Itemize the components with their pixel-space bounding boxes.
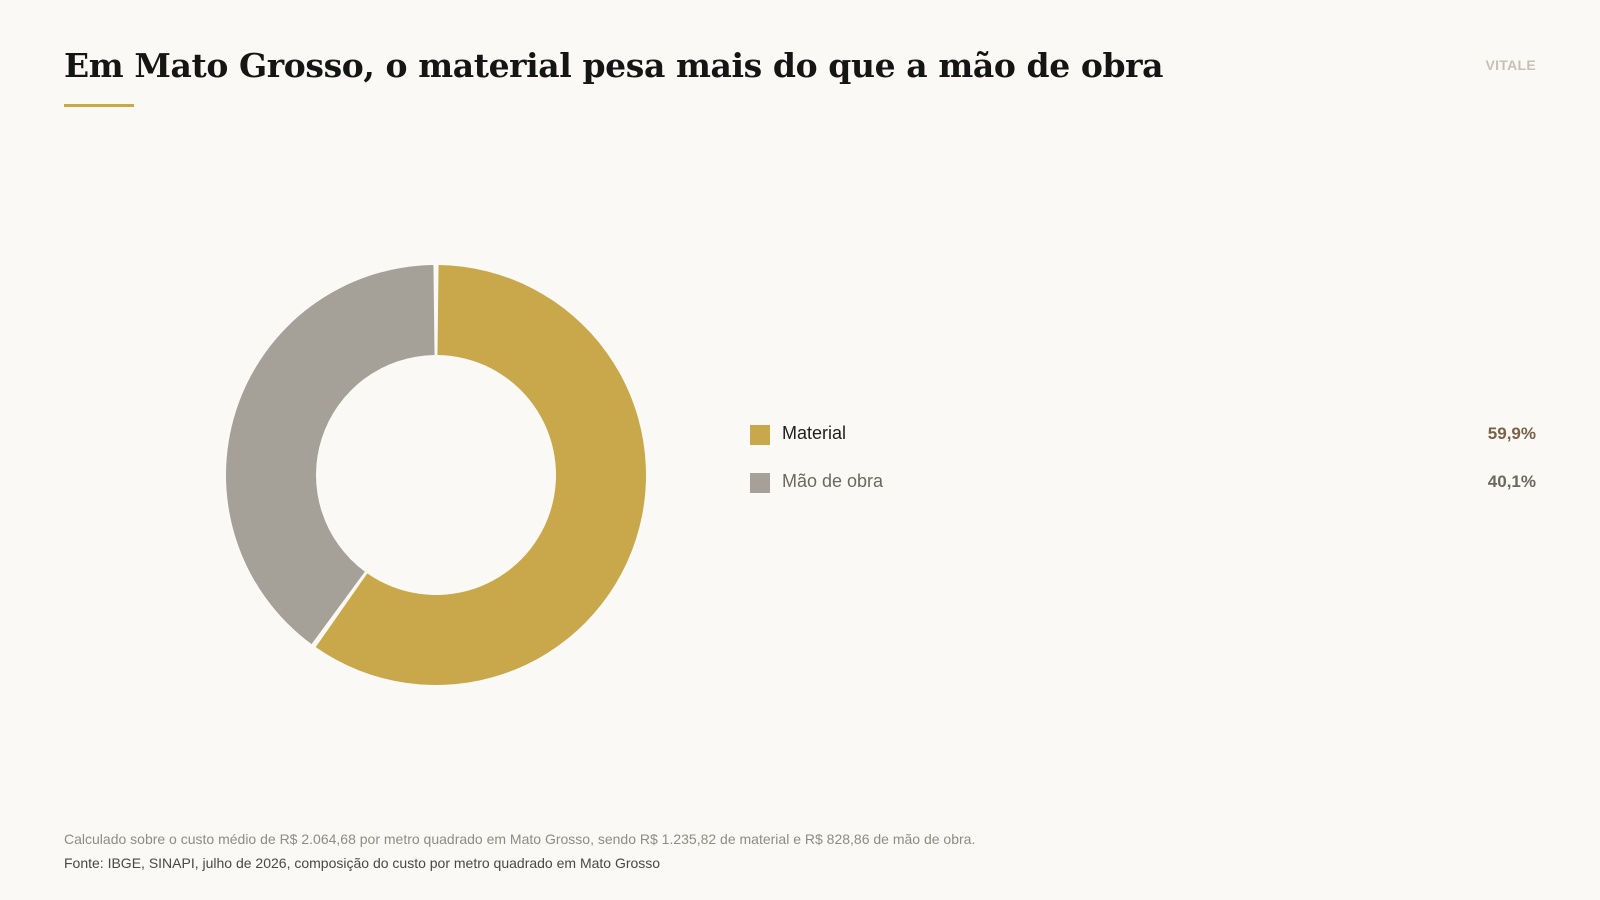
legend-swatch-material [750, 425, 770, 445]
chart-legend: Material 59,9% Mão de obra 40,1% [750, 420, 1536, 516]
legend-value-mao-de-obra: 40,1% [1487, 472, 1536, 491]
legend-value-material: 59,9% [1487, 424, 1536, 443]
legend-swatch-mao-de-obra [750, 473, 770, 493]
donut-chart [226, 265, 646, 685]
legend-item-material: Material 59,9% [750, 420, 1536, 468]
footnote: Calculado sobre o custo médio de R$ 2.06… [64, 831, 976, 847]
donut-slice-mao-de-obra [226, 265, 435, 645]
legend-item-mao-de-obra: Mão de obra 40,1% [750, 468, 1536, 516]
donut-slice-material [315, 265, 646, 685]
chart-title: Em Mato Grosso, o material pesa mais do … [64, 46, 1164, 85]
legend-label-material: Material [782, 423, 847, 443]
legend-label-mao-de-obra: Mão de obra [782, 471, 884, 491]
title-underline [64, 104, 134, 107]
brand-logo: VITALE [1485, 57, 1536, 73]
source-note: Fonte: IBGE, SINAPI, julho de 2026, comp… [64, 855, 661, 871]
